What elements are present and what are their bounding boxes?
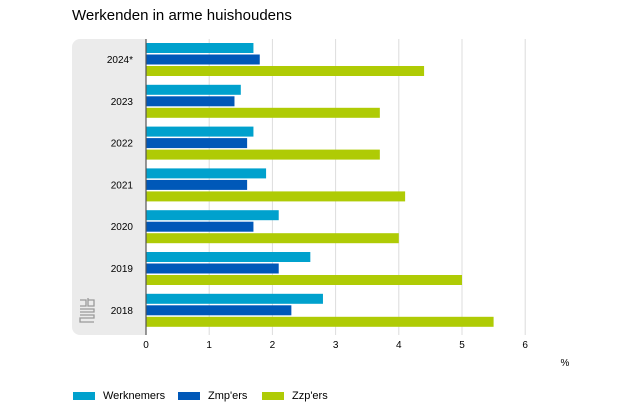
category-label: 2021 [111,180,134,191]
bar-werknemers-2023 [146,84,241,95]
bar-werknemers-2020 [146,210,279,221]
legend-label: Zzp'ers [292,390,328,402]
bar-zmpers-2024 [146,54,260,65]
x-tick-label: 4 [396,340,402,351]
bar-zzpers-2020 [146,233,399,244]
category-label: 2018 [111,306,134,317]
bar-zmpers-2019 [146,263,279,274]
bar-zmpers-2022 [146,138,248,149]
bar-werknemers-2019 [146,252,311,262]
bar-zzpers-2019 [146,275,462,285]
bar-werknemers-2024 [146,43,254,53]
bar-werknemers-2021 [146,168,267,179]
bar-zzpers-2018 [146,316,494,327]
x-tick-label: 0 [143,340,149,351]
x-axis-label: % [561,358,570,369]
bar-zzpers-2024 [146,66,425,76]
x-tick-label: 3 [333,340,339,351]
bar-zmpers-2021 [146,179,248,190]
category-label: 2019 [111,264,134,275]
legend-item: Zzp'ers [262,390,328,402]
category-label: 2022 [111,139,134,150]
legend-swatch [73,392,95,400]
legend-swatch [262,392,284,400]
x-tick-label: 2 [270,340,276,351]
category-panel [72,39,146,335]
x-tick-label: 1 [206,340,212,351]
legend-swatch [178,392,200,400]
bar-zzpers-2023 [146,107,380,118]
bar-zzpers-2022 [146,149,380,160]
category-label: 2020 [111,222,134,233]
cbs-logo-icon [79,298,95,323]
category-label: 2024* [107,55,133,66]
bar-zmpers-2020 [146,221,254,232]
bar-zmpers-2023 [146,96,235,107]
chart-title: Werkenden in arme huishoudens [72,7,292,24]
bar-werknemers-2018 [146,293,323,304]
bar-werknemers-2022 [146,126,254,137]
legend-label: Werknemers [103,390,166,402]
category-label: 2023 [111,97,134,108]
legend-item: Zmp'ers [178,390,247,402]
bar-zzpers-2021 [146,191,406,202]
bar-zmpers-2018 [146,305,292,316]
legend: Werknemers Zmp'ers Zzp'ers [0,390,626,406]
x-tick-label: 5 [459,340,465,351]
legend-label: Zmp'ers [208,390,248,402]
x-tick-label: 6 [522,340,528,351]
legend-item: Werknemers [73,390,165,402]
